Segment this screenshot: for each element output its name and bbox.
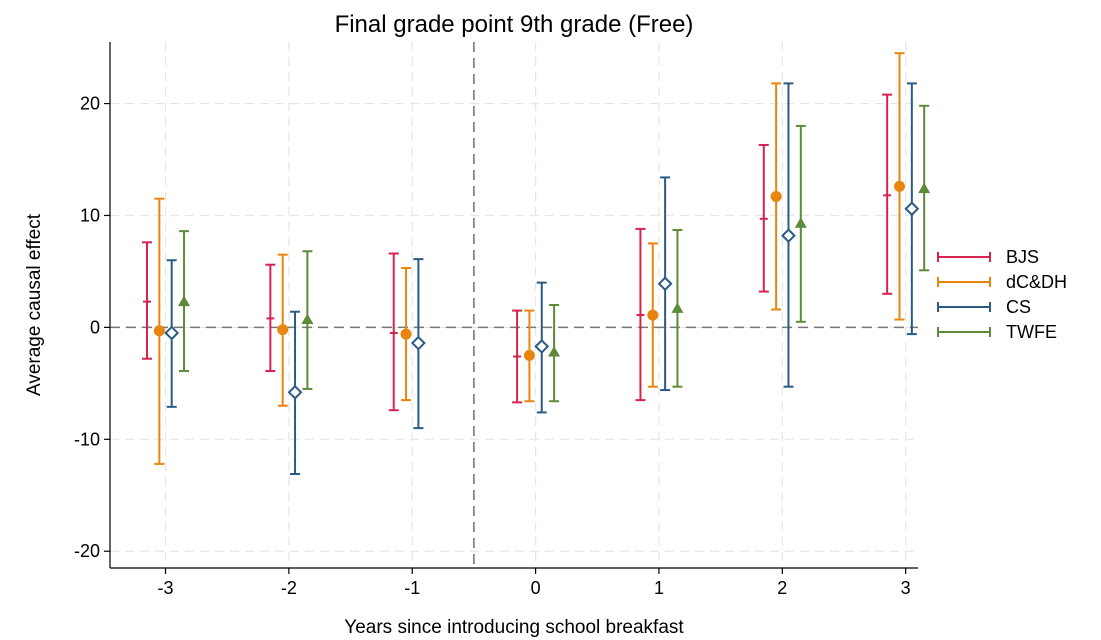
legend-label: dC&DH: [1006, 272, 1067, 292]
point-marker-diamond: [534, 338, 550, 354]
legend-item: BJS: [937, 247, 1039, 267]
series-twfe: [178, 104, 931, 403]
point-marker-triangle: [178, 295, 191, 307]
point-marker-triangle: [794, 217, 807, 228]
legend-item: CS: [937, 297, 1031, 317]
y-tick-label: -10: [74, 429, 100, 449]
point-marker-circle: [400, 328, 412, 340]
legend: BJS dC&DH CS TWFE: [937, 247, 1067, 342]
series-dc-dh: [153, 52, 905, 465]
reference-lines: [110, 42, 918, 568]
x-tick-label: 2: [777, 578, 787, 598]
point-marker-circle: [893, 180, 905, 192]
x-tick-label: -3: [158, 578, 174, 598]
x-axis-title: Years since introducing school breakfast: [344, 617, 684, 638]
series: [142, 52, 931, 475]
y-tick-label: 20: [80, 94, 100, 114]
legend-label: TWFE: [1006, 322, 1057, 342]
point-marker-diamond: [904, 201, 920, 217]
legend-label: BJS: [1006, 247, 1039, 267]
point-marker-circle: [523, 349, 535, 361]
x-tick-label: 0: [531, 578, 541, 598]
legend-item: dC&DH: [937, 272, 1067, 292]
point-marker-triangle: [671, 302, 684, 313]
point-marker-triangle: [548, 346, 561, 357]
x-tick-label: 3: [901, 578, 911, 598]
point-marker-diamond: [164, 325, 180, 341]
axes: [109, 42, 918, 569]
point-marker-diamond: [657, 276, 673, 292]
y-tick-label: 10: [80, 205, 100, 225]
point-marker-circle: [770, 190, 782, 202]
x-tick-label: -2: [281, 578, 297, 598]
series-bjs: [142, 93, 893, 412]
series-cs: [164, 82, 920, 475]
legend-item: TWFE: [937, 322, 1057, 342]
point-marker-diamond: [287, 384, 303, 400]
point-marker-circle: [277, 324, 289, 336]
point-marker-diamond: [410, 335, 426, 351]
y-tick-label: -20: [74, 541, 100, 561]
x-tick-label: -1: [404, 578, 420, 598]
point-marker-triangle: [301, 313, 314, 325]
point-marker-circle: [153, 325, 165, 337]
legend-label: CS: [1006, 297, 1031, 317]
y-axis-title: Average causal effect: [24, 213, 45, 396]
chart-title: Final grade point 9th grade (Free): [335, 11, 694, 38]
grid: [110, 42, 918, 568]
point-marker-circle: [647, 309, 659, 321]
point-marker-triangle: [918, 182, 931, 194]
x-tick-label: 1: [654, 578, 664, 598]
y-tick-label: 0: [90, 317, 100, 337]
point-marker-diamond: [781, 228, 796, 244]
